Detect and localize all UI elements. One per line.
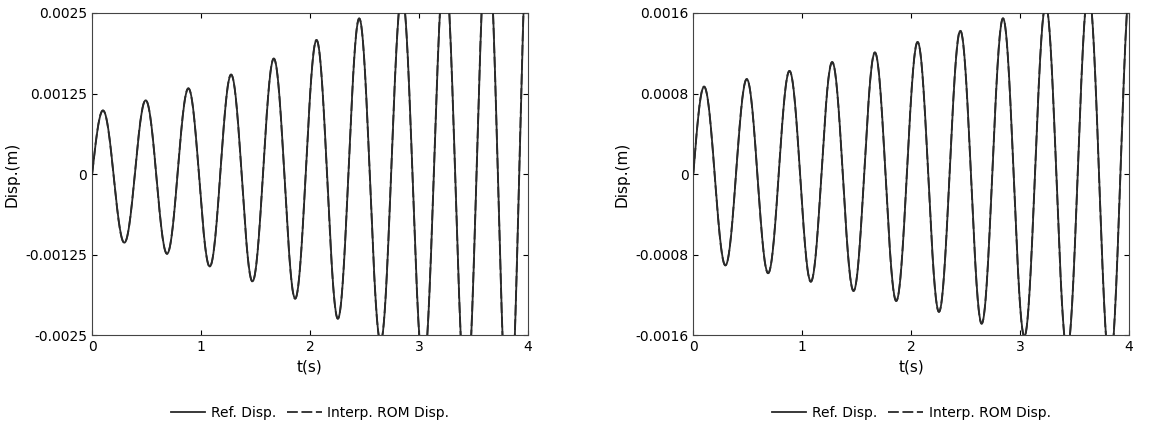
Legend: Ref. Disp., Interp. ROM Disp.: Ref. Disp., Interp. ROM Disp. — [165, 400, 455, 426]
Ref. Disp. — [410, 294, 424, 299]
X-axis label: t(s): t(s) — [899, 360, 924, 375]
X-axis label: t(s): t(s) — [297, 360, 323, 375]
Ref. Disp. — [369, 294, 382, 299]
Interp. ROM Disp. — [948, 75, 962, 80]
Ref. Disp. — [251, 237, 265, 243]
Ref. Disp. — [970, 282, 984, 287]
Interp. ROM Disp. — [165, 236, 179, 241]
Interp. ROM Disp. — [1011, 276, 1025, 281]
Ref. Disp. — [85, 172, 99, 177]
Interp. ROM Disp. — [85, 171, 99, 176]
Ref. Disp. — [948, 77, 962, 82]
Ref. Disp. — [687, 172, 700, 177]
Interp. ROM Disp. — [1102, 363, 1116, 369]
Line: Ref. Disp.: Ref. Disp. — [92, 0, 528, 430]
Interp. ROM Disp. — [347, 68, 361, 73]
Ref. Disp. — [165, 236, 179, 241]
Interp. ROM Disp. — [852, 242, 866, 247]
Line: Interp. ROM Disp.: Interp. ROM Disp. — [694, 0, 1129, 366]
Interp. ROM Disp. — [251, 237, 265, 242]
Legend: Ref. Disp., Interp. ROM Disp.: Ref. Disp., Interp. ROM Disp. — [766, 400, 1056, 426]
Interp. ROM Disp. — [1045, 61, 1059, 66]
Interp. ROM Disp. — [766, 251, 780, 256]
Ref. Disp. — [1045, 59, 1059, 64]
Ref. Disp. — [347, 69, 361, 74]
Interp. ROM Disp. — [369, 295, 382, 301]
Interp. ROM Disp. — [410, 296, 424, 301]
Ref. Disp. — [444, 31, 457, 37]
Ref. Disp. — [1011, 274, 1025, 280]
Line: Ref. Disp.: Ref. Disp. — [694, 0, 1129, 366]
Interp. ROM Disp. — [687, 171, 700, 176]
Y-axis label: Disp.(m): Disp.(m) — [5, 141, 20, 207]
Interp. ROM Disp. — [444, 33, 457, 38]
Y-axis label: Disp.(m): Disp.(m) — [615, 141, 630, 207]
Interp. ROM Disp. — [970, 283, 984, 288]
Ref. Disp. — [766, 251, 780, 256]
Ref. Disp. — [852, 243, 866, 248]
Ref. Disp. — [1102, 363, 1116, 368]
Line: Interp. ROM Disp.: Interp. ROM Disp. — [92, 0, 528, 430]
